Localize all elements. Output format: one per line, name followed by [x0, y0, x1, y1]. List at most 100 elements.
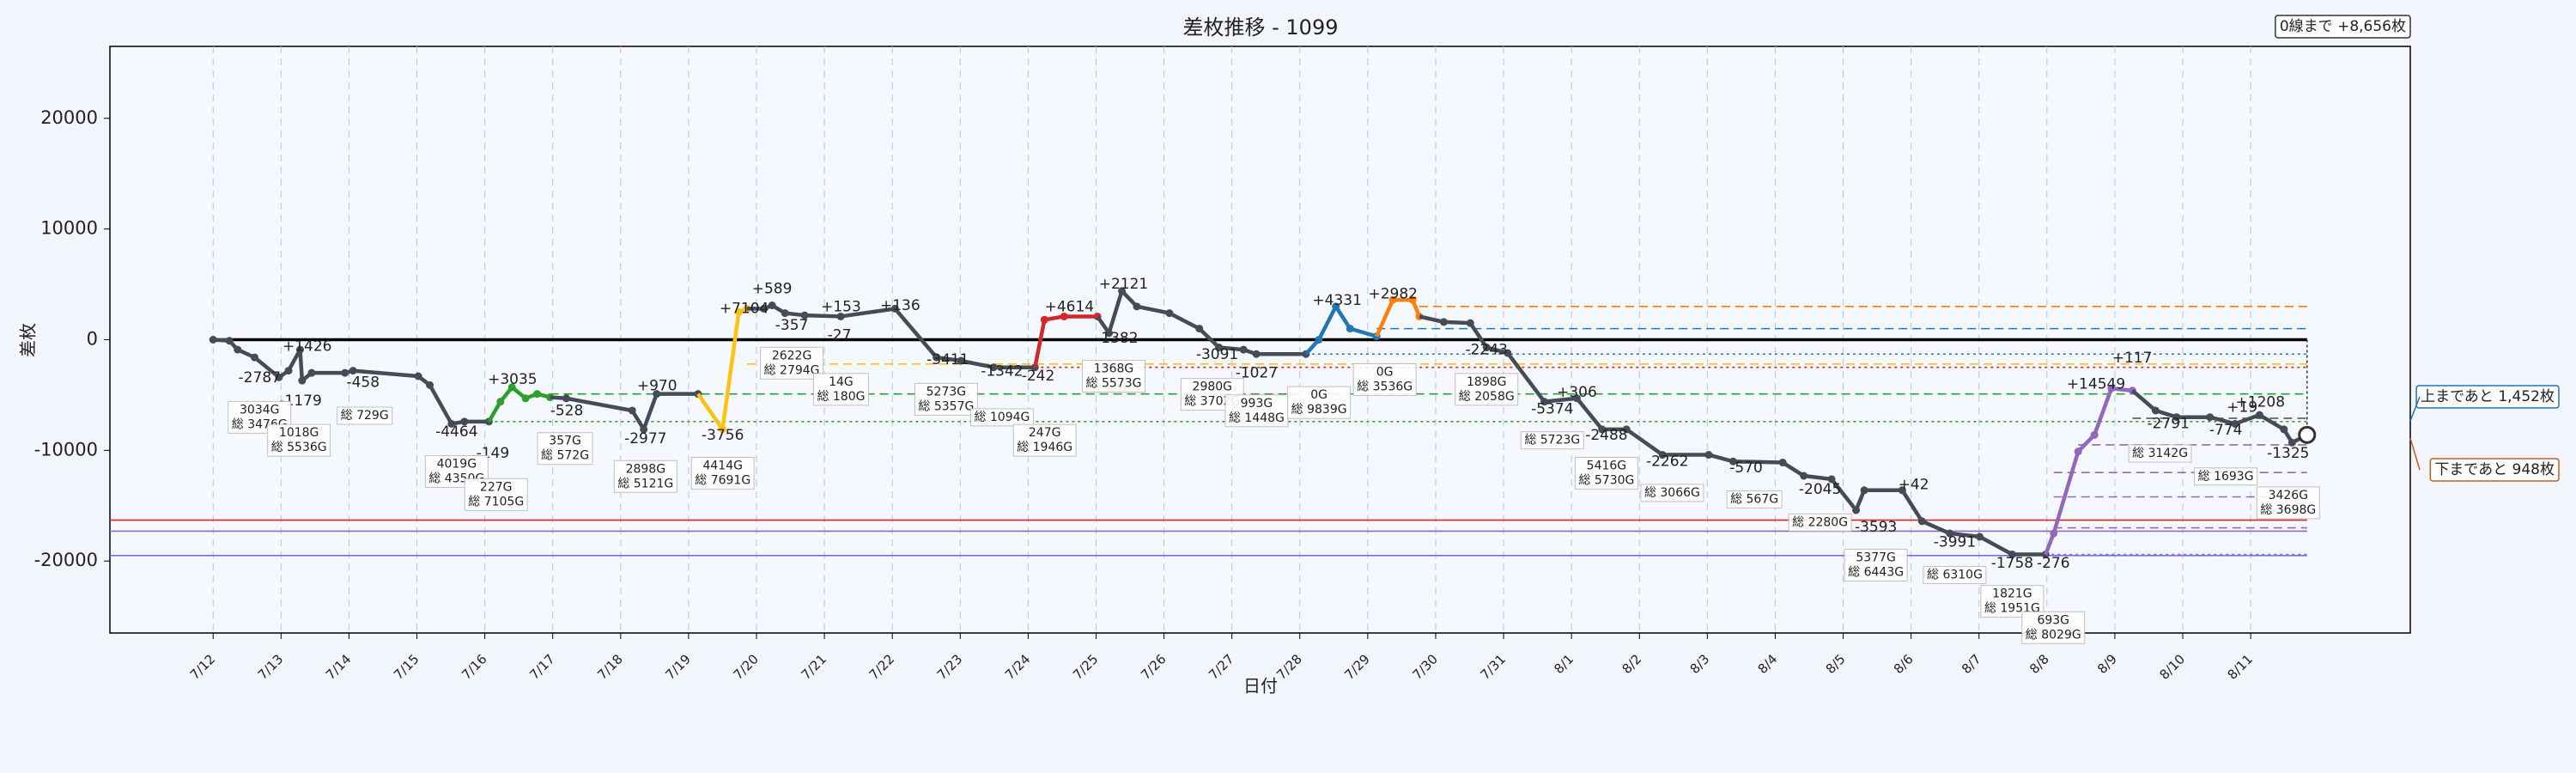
point-label: +19	[2227, 399, 2257, 416]
box-label-bg	[613, 460, 677, 493]
point	[957, 356, 965, 365]
box-label-bg	[1788, 513, 1852, 532]
annotation-connector	[2409, 437, 2421, 471]
box-label-text: 993G	[1241, 397, 1273, 411]
point	[1215, 344, 1224, 352]
point	[2280, 425, 2288, 434]
series-line	[696, 307, 748, 432]
x-tick-label: 8/9	[2094, 651, 2120, 677]
point-label: -1382	[1096, 330, 1138, 347]
point	[225, 337, 234, 345]
series-line	[1375, 297, 1422, 338]
box-label-bg	[1082, 360, 1145, 393]
annotation-box: 下まであと 948枚	[2429, 458, 2560, 482]
point	[1778, 459, 1787, 467]
box-label-bg	[267, 423, 331, 457]
box-label-bg	[914, 382, 978, 416]
annotation-bg	[2415, 385, 2560, 409]
box-label-text: 総 9839G	[1291, 403, 1347, 417]
point	[1917, 517, 1926, 526]
y-tick-label: 20000	[40, 107, 98, 128]
point	[341, 368, 349, 377]
point-label: -5374	[1531, 400, 1573, 417]
point-label: +153	[821, 299, 861, 316]
point	[533, 390, 542, 399]
point	[1946, 529, 1954, 538]
x-tick-label: 7/29	[1341, 651, 1373, 683]
box-label-text: 2898G	[626, 462, 665, 476]
point-label: -3593	[1855, 519, 1897, 536]
point-label: -1758	[1991, 555, 2033, 572]
box-label-text: 総 729G	[341, 409, 389, 423]
point-label: -2488	[1585, 427, 1627, 444]
point	[1658, 451, 1667, 460]
point	[1540, 398, 1549, 406]
point-label: +2982	[1368, 285, 1418, 302]
point	[1728, 457, 1737, 466]
point-label: -458	[346, 374, 380, 392]
point	[2050, 529, 2058, 538]
box-label-text: 14G	[829, 375, 854, 389]
point-label: -774	[2209, 422, 2243, 439]
point	[414, 372, 422, 380]
point	[562, 394, 571, 403]
point	[298, 376, 307, 385]
point	[734, 307, 743, 316]
x-tick-label: 8/6	[1891, 651, 1917, 677]
box-label-text: 357G	[549, 435, 581, 448]
annotation-text: 0線まで +8,656枚	[2280, 18, 2406, 35]
box-label-bg	[1455, 373, 1519, 406]
box-label: 総 2280G	[1788, 513, 1852, 532]
point	[1165, 309, 1174, 318]
box-label: 総 567G	[1726, 490, 1783, 509]
box-label-bg	[760, 346, 824, 380]
box-label-bg	[1574, 456, 1638, 490]
point	[1332, 302, 1340, 311]
point-label: +4331	[1312, 292, 1362, 309]
end-point	[2298, 425, 2317, 444]
point-label: -2262	[1646, 453, 1688, 471]
box-label: 総 3142G	[2128, 444, 2192, 463]
box-label-bg	[1287, 386, 1352, 419]
point-label: -1027	[1236, 364, 1278, 381]
x-tick-label: 7/21	[799, 651, 830, 683]
point-label: -3991	[1934, 533, 1976, 551]
point	[1118, 287, 1127, 295]
box-label-text: 総 180G	[817, 390, 865, 404]
box-label-text: 総 5121G	[617, 477, 673, 490]
point	[1060, 312, 1068, 320]
box-label-text: 総 5723G	[1524, 434, 1580, 447]
x-tick-label: 7/12	[187, 651, 219, 683]
point	[890, 304, 899, 313]
point	[989, 363, 998, 372]
box-label-text: 1018G	[279, 426, 319, 440]
point	[1482, 344, 1491, 352]
box-label-text: 1368G	[1094, 362, 1133, 376]
box-label-text: 総 3066G	[1644, 486, 1700, 500]
box-label-text: 総 2058G	[1459, 390, 1515, 404]
x-tick-label: 8/2	[1619, 651, 1644, 677]
point	[768, 301, 776, 310]
point	[1252, 350, 1261, 358]
box-label-text: 総 7691G	[695, 473, 750, 487]
x-tick-label: 8/5	[1823, 651, 1849, 677]
point	[1408, 295, 1417, 304]
annotation-box: 0線まで +8,656枚	[2275, 15, 2411, 39]
point-label: +589	[752, 281, 793, 298]
point-label: +117	[2112, 350, 2153, 367]
point	[653, 390, 661, 399]
point	[295, 345, 304, 354]
point	[2151, 406, 2160, 415]
x-tick-label: 7/26	[1138, 651, 1170, 683]
box-label: 総 1693G	[2194, 467, 2258, 486]
box-label-text: 247G	[1029, 426, 1061, 440]
box-label-text: 2980G	[1193, 380, 1232, 394]
point	[628, 406, 636, 415]
x-tick-label: 7/20	[730, 651, 762, 683]
